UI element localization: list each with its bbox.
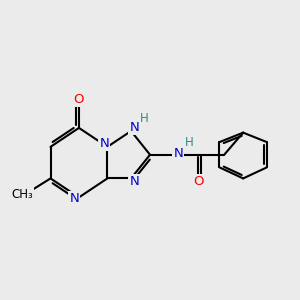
Text: H: H xyxy=(140,112,149,125)
Text: N: N xyxy=(69,192,79,206)
Text: O: O xyxy=(194,175,204,188)
Text: H: H xyxy=(184,136,193,149)
Text: N: N xyxy=(129,122,139,134)
Text: N: N xyxy=(173,147,183,160)
Text: N: N xyxy=(99,137,109,150)
Text: CH₃: CH₃ xyxy=(11,188,33,201)
Text: O: O xyxy=(74,93,84,106)
Text: N: N xyxy=(129,175,139,188)
